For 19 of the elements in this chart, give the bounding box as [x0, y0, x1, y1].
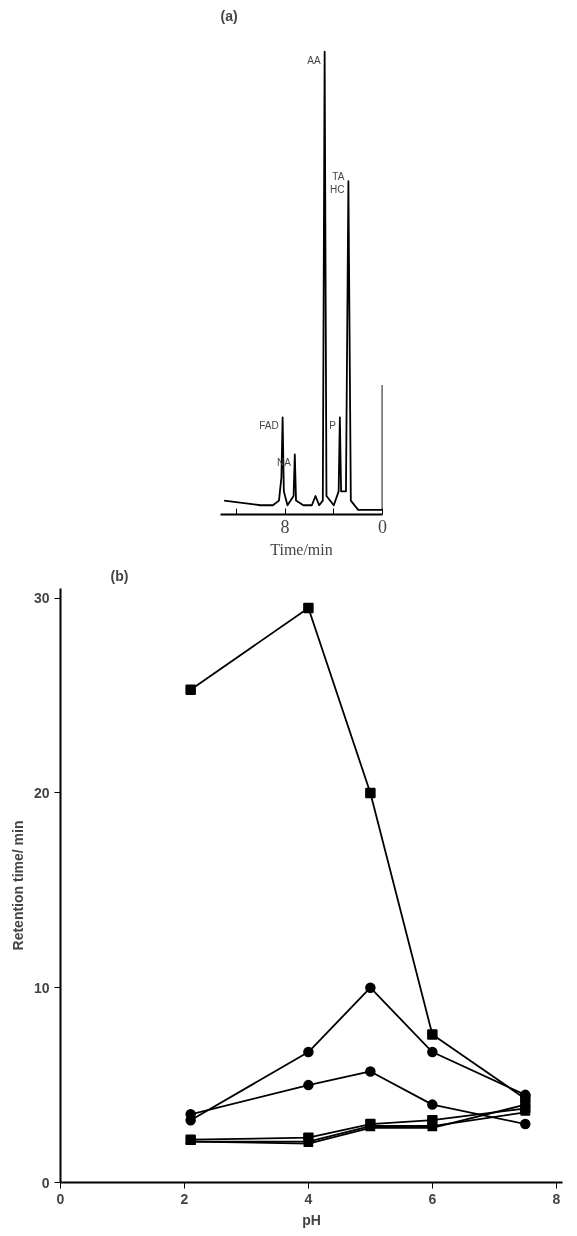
x-axis-title: Time/min — [270, 540, 333, 558]
annotation: AA — [307, 54, 321, 66]
y-tick-label: 20 — [33, 784, 50, 801]
chart-title: (b) — [110, 567, 129, 584]
y-axis-title: Retention time/ min — [9, 820, 26, 951]
x-tick-label: 0 — [56, 1190, 65, 1207]
x-tick-label: 2 — [180, 1190, 189, 1207]
y-tick-label: 10 — [33, 979, 50, 996]
x-tick-label: 6 — [428, 1190, 437, 1207]
annotation: P — [329, 420, 337, 432]
chart-title: (a) — [220, 7, 238, 24]
annotation: FAD — [259, 420, 279, 432]
x-tick-label: 4 — [304, 1190, 313, 1207]
y-tick-label: 30 — [33, 590, 50, 607]
y-tick-label: 0 — [41, 1174, 50, 1191]
x-tick-label: 8 — [280, 516, 290, 537]
annotation: TA HC — [329, 171, 345, 196]
x-tick-label: 8 — [552, 1190, 561, 1207]
x-axis-title: pH — [302, 1211, 321, 1228]
